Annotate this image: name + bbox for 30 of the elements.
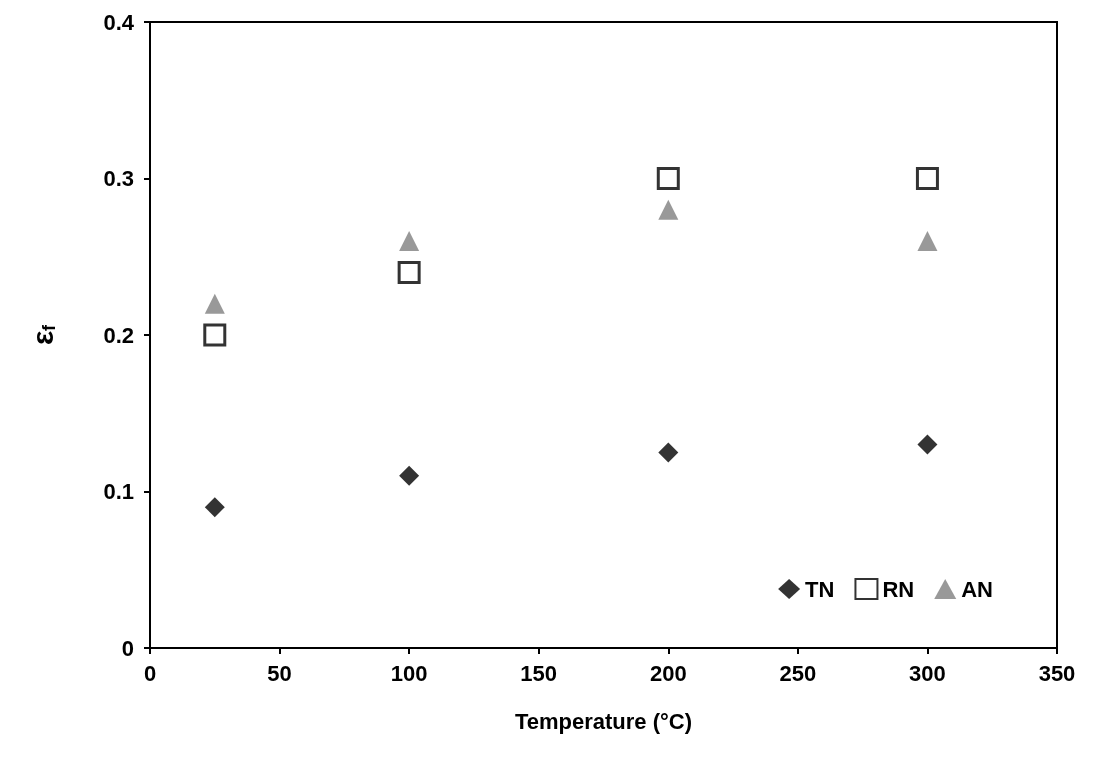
x-axis-title: Temperature (°C) [514,708,693,734]
point [658,199,679,220]
point [917,434,938,455]
legend-label: AN [961,576,994,602]
x-tick-label: 200 [649,660,687,686]
y-tick-label: 0.1 [103,479,134,504]
point [917,231,938,252]
x-tick-label: 150 [520,660,558,686]
y-tick-label: 0.2 [103,322,134,348]
x-tick-label: 300 [909,660,946,686]
legend-label: RN [882,576,915,602]
x-tick-label: 250 [779,660,817,686]
x-tick-label: 350 [1038,660,1076,686]
point [399,231,420,252]
point [397,260,421,284]
x-tick-label: 100 [390,660,428,686]
point [203,323,227,347]
point [656,167,680,190]
point [204,497,225,518]
point [399,465,420,486]
y-tick-label: 0.4 [103,9,135,35]
y-axis-title: εf [25,323,59,346]
point [915,167,939,190]
y-tick-label: 0.3 [103,166,134,191]
legend-label: TN [805,576,835,602]
point [658,442,679,463]
y-tick-label: 0 [121,635,134,661]
x-tick-label: 50 [267,660,292,686]
point [204,293,225,314]
x-tick-label: 0 [143,660,157,686]
